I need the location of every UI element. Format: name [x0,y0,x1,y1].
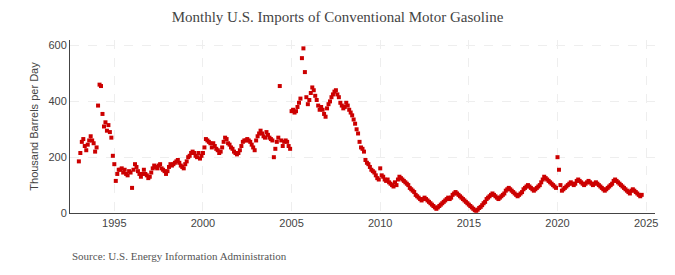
svg-text:Thousand Barrels per Day: Thousand Barrels per Day [28,62,40,191]
svg-text:2020: 2020 [545,217,569,229]
svg-text:Monthly U.S. Imports of Conven: Monthly U.S. Imports of Conventional Mot… [172,9,504,25]
svg-text:2000: 2000 [191,217,215,229]
svg-text:Source: U.S. Energy Informatio: Source: U.S. Energy Information Administ… [72,250,287,262]
svg-text:2015: 2015 [457,217,481,229]
svg-text:200: 200 [48,151,66,163]
svg-text:2025: 2025 [634,217,658,229]
svg-text:0: 0 [61,207,67,219]
svg-text:600: 600 [48,39,66,51]
svg-text:1995: 1995 [102,217,126,229]
svg-text:2005: 2005 [279,217,303,229]
svg-text:2010: 2010 [368,217,392,229]
svg-text:400: 400 [48,95,66,107]
